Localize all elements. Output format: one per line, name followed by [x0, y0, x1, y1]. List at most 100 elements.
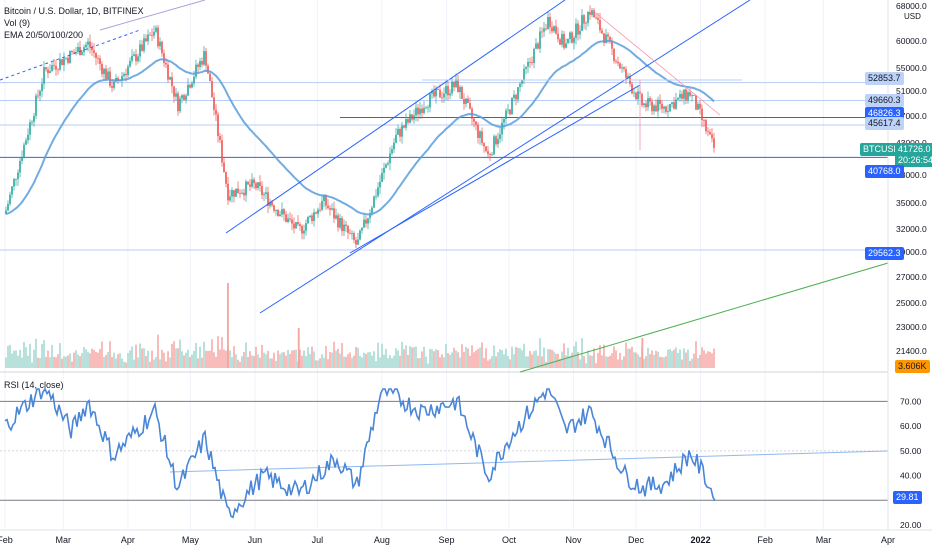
volume-bar: [203, 341, 205, 368]
volume-bar: [649, 354, 651, 368]
volume-bar: [455, 350, 457, 368]
volume-bar: [687, 349, 689, 368]
volume-bar: [127, 353, 129, 368]
candle: [177, 93, 179, 112]
volume-bar: [397, 350, 399, 368]
candle: [529, 61, 531, 63]
candle: [283, 209, 285, 215]
candle: [55, 65, 57, 70]
candle: [353, 233, 355, 241]
candle: [549, 17, 551, 28]
candle: [199, 60, 201, 67]
volume-bar: [683, 348, 685, 368]
candle: [49, 71, 51, 74]
volume-bar: [249, 351, 251, 368]
volume-bar: [11, 353, 13, 368]
candle: [441, 97, 443, 99]
volume-bar: [483, 357, 485, 368]
candle: [219, 136, 221, 141]
candle: [319, 209, 321, 211]
candle: [663, 106, 665, 109]
candle: [469, 102, 471, 109]
volume-bar: [205, 350, 207, 368]
volume-bar: [333, 341, 335, 368]
candle: [505, 110, 507, 120]
candle: [445, 86, 447, 94]
volume-bar: [651, 350, 653, 368]
volume-bar: [257, 354, 259, 368]
candle: [661, 103, 663, 109]
volume-bars: [5, 283, 715, 368]
candle: [605, 34, 607, 43]
price-tag-40768: 40768.0: [865, 165, 904, 178]
volume-bar: [125, 362, 127, 368]
volume-bar: [477, 349, 479, 368]
candle: [407, 119, 409, 123]
volume-bar: [493, 345, 495, 368]
candle: [233, 190, 235, 197]
volume-bar: [495, 356, 497, 368]
candle: [475, 121, 477, 125]
volume-bar: [433, 351, 435, 368]
candle: [455, 79, 457, 88]
volume-indicator-label[interactable]: Vol (9): [4, 18, 31, 28]
volume-bar: [17, 355, 19, 368]
price-axis-tick: 27000.0: [896, 272, 927, 282]
candle: [185, 95, 187, 100]
volume-bar: [239, 361, 241, 368]
candle: [173, 86, 175, 97]
candle: [625, 69, 627, 78]
candle: [519, 83, 521, 88]
candle: [547, 17, 549, 30]
candle: [31, 121, 33, 123]
volume-bar: [211, 339, 213, 368]
volume-bar: [309, 353, 311, 368]
volume-bar: [705, 353, 707, 368]
volume-bar: [599, 345, 601, 368]
volume-bar: [179, 339, 181, 368]
candle: [691, 95, 693, 96]
candle: [531, 62, 533, 64]
currency-label[interactable]: USD: [901, 10, 924, 23]
volume-bar: [677, 352, 679, 368]
candle: [311, 215, 313, 222]
volume-bar: [79, 356, 81, 368]
candle: [645, 103, 647, 108]
volume-bar: [707, 351, 709, 368]
volume-bar: [113, 352, 115, 368]
candle: [261, 186, 263, 196]
candle: [343, 224, 345, 232]
candle: [279, 214, 281, 217]
candle: [145, 38, 147, 42]
volume-bar: [345, 356, 347, 368]
candle: [539, 31, 541, 49]
rsi-indicator-label[interactable]: RSI (14, close): [4, 380, 64, 390]
candle: [47, 69, 49, 74]
volume-bar: [59, 343, 61, 368]
volume-bar: [577, 351, 579, 368]
candle: [191, 83, 193, 88]
price-axis-tick: 29000.0: [896, 247, 927, 257]
candle: [245, 181, 247, 196]
ema-indicator-label[interactable]: EMA 20/50/100/200: [4, 30, 84, 40]
candle: [95, 52, 97, 58]
volume-bar: [167, 351, 169, 368]
candle: [595, 17, 597, 19]
candle: [393, 142, 395, 150]
price-tag-52853: 52853.7: [865, 72, 904, 85]
candle: [593, 10, 595, 18]
candle: [501, 122, 503, 135]
candle: [325, 195, 327, 206]
candle: [289, 218, 291, 220]
time-axis-label: Oct: [502, 535, 517, 545]
volume-bar: [247, 356, 249, 368]
volume-bar: [115, 358, 117, 368]
volume-bar: [71, 361, 73, 368]
dashed-line: [0, 29, 141, 81]
candle: [703, 120, 705, 121]
candle: [511, 97, 513, 115]
candle: [165, 62, 167, 65]
candle: [167, 64, 169, 80]
